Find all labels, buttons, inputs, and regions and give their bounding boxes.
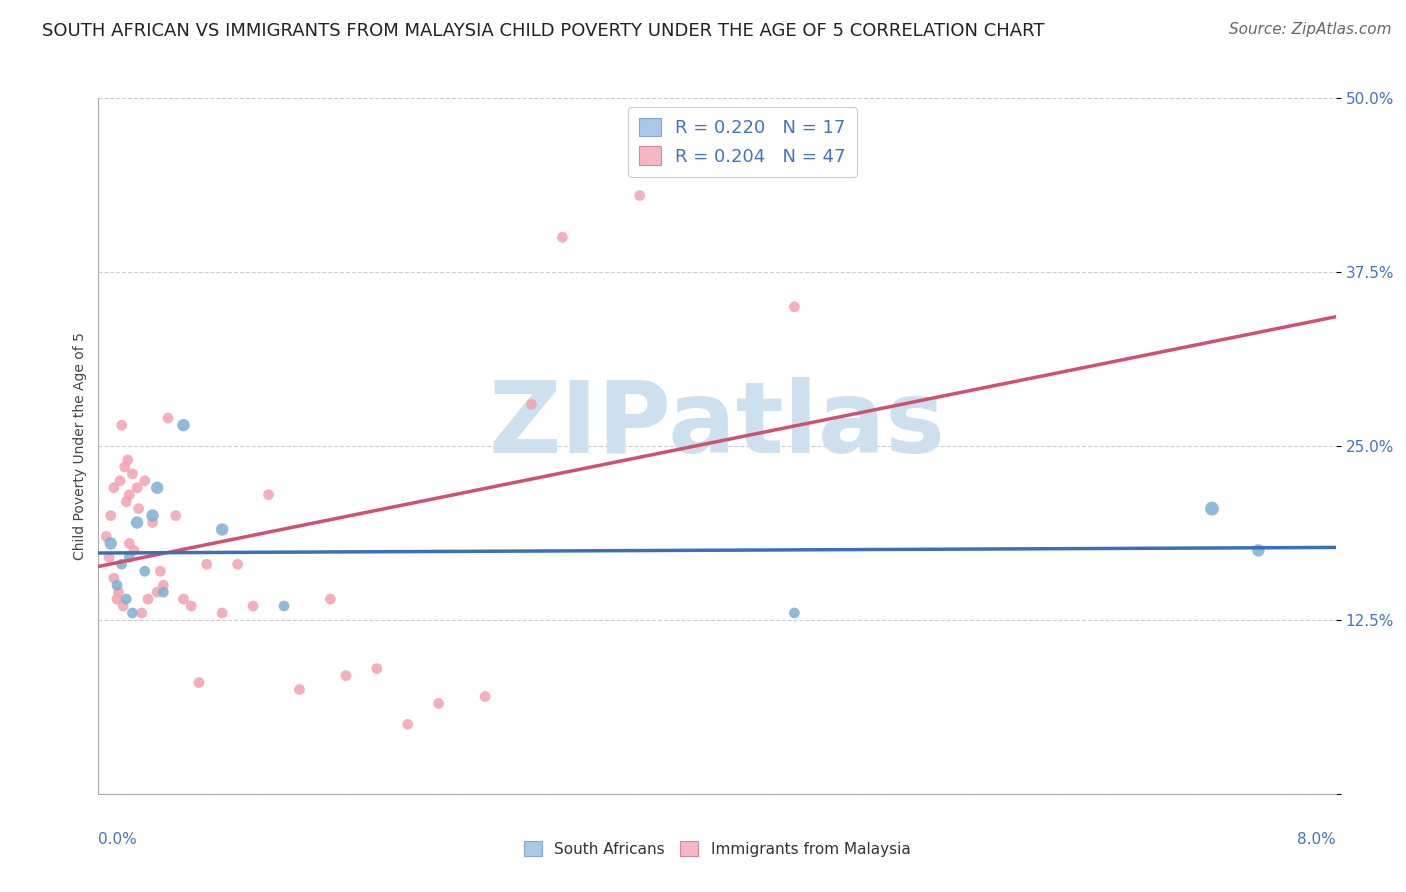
Point xyxy=(121,467,143,481)
Point xyxy=(117,453,139,467)
Point xyxy=(165,508,187,523)
Point xyxy=(121,606,143,620)
Point xyxy=(103,571,125,585)
Point xyxy=(103,481,125,495)
Point xyxy=(134,564,156,578)
Point xyxy=(98,550,121,565)
Point xyxy=(118,550,141,565)
Point xyxy=(288,682,311,697)
Point xyxy=(211,523,233,537)
Point xyxy=(157,411,180,425)
Point xyxy=(211,606,233,620)
Point xyxy=(105,592,128,607)
Point xyxy=(172,418,194,433)
Text: Source: ZipAtlas.com: Source: ZipAtlas.com xyxy=(1229,22,1392,37)
Point xyxy=(366,662,388,676)
Point xyxy=(141,516,165,530)
Point xyxy=(115,592,138,607)
Point xyxy=(474,690,496,704)
Point xyxy=(257,488,280,502)
Point xyxy=(112,599,135,613)
Point xyxy=(100,536,122,550)
Text: 8.0%: 8.0% xyxy=(1296,832,1336,847)
Point xyxy=(195,558,218,572)
Y-axis label: Child Poverty Under the Age of 5: Child Poverty Under the Age of 5 xyxy=(73,332,87,560)
Point xyxy=(118,536,141,550)
Point xyxy=(136,592,159,607)
Point xyxy=(551,230,574,244)
Point xyxy=(149,564,172,578)
Point xyxy=(115,494,138,508)
Legend: South Africans, Immigrants from Malaysia: South Africans, Immigrants from Malaysia xyxy=(517,835,917,863)
Point xyxy=(111,558,132,572)
Point xyxy=(172,592,194,607)
Point xyxy=(114,459,136,474)
Point xyxy=(520,397,543,411)
Point xyxy=(226,558,249,572)
Text: 0.0%: 0.0% xyxy=(98,832,138,847)
Point xyxy=(108,474,131,488)
Point xyxy=(188,675,211,690)
Point xyxy=(242,599,264,613)
Point xyxy=(146,481,169,495)
Point xyxy=(180,599,202,613)
Text: SOUTH AFRICAN VS IMMIGRANTS FROM MALAYSIA CHILD POVERTY UNDER THE AGE OF 5 CORRE: SOUTH AFRICAN VS IMMIGRANTS FROM MALAYSI… xyxy=(42,22,1045,40)
Point xyxy=(1247,543,1270,558)
Point xyxy=(1201,501,1223,516)
Point xyxy=(152,578,174,592)
Point xyxy=(141,508,165,523)
Point xyxy=(335,668,357,682)
Point xyxy=(396,717,419,731)
Point xyxy=(128,501,150,516)
Point xyxy=(96,529,118,543)
Point xyxy=(122,543,145,558)
Point xyxy=(134,474,156,488)
Point xyxy=(127,481,149,495)
Point xyxy=(783,300,806,314)
Point xyxy=(107,585,129,599)
Point xyxy=(111,418,132,433)
Point xyxy=(127,516,149,530)
Point xyxy=(319,592,342,607)
Point xyxy=(131,606,153,620)
Point xyxy=(146,585,169,599)
Point xyxy=(273,599,295,613)
Point xyxy=(628,188,651,202)
Point xyxy=(118,488,141,502)
Point xyxy=(100,508,122,523)
Point xyxy=(105,578,128,592)
Point xyxy=(783,606,806,620)
Point xyxy=(152,585,174,599)
Text: ZIPatlas: ZIPatlas xyxy=(489,376,945,474)
Point xyxy=(427,697,450,711)
